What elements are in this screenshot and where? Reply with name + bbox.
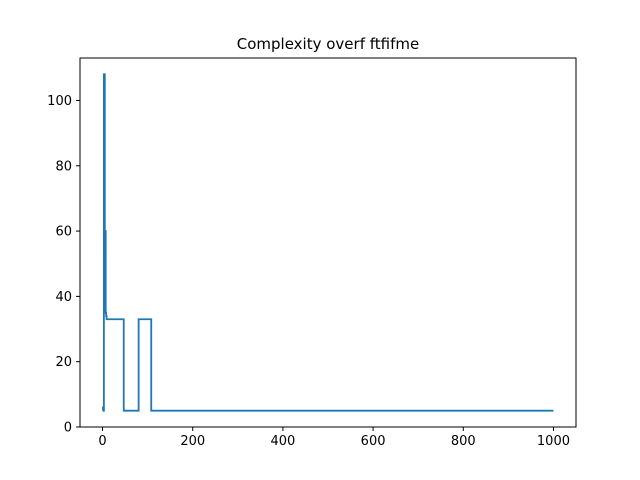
x-tick-label: 200 <box>180 434 205 449</box>
x-tick-label: 800 <box>451 434 476 449</box>
y-tick-label: 100 <box>47 94 72 109</box>
y-tick-label: 20 <box>55 355 72 370</box>
x-axis-ticks: 0 200 400 600 800 1000 <box>98 427 570 449</box>
y-tick-label: 60 <box>55 225 72 240</box>
chart-title: Complexity overf ftfifme <box>237 35 419 53</box>
series-layer <box>102 73 554 412</box>
y-axis-ticks: 0 20 40 60 80 100 <box>47 94 80 436</box>
y-tick-label: 80 <box>55 159 72 174</box>
series-line-0 <box>102 73 554 412</box>
x-tick-label: 600 <box>361 434 386 449</box>
y-tick-label: 0 <box>64 421 72 436</box>
x-tick-label: 0 <box>98 434 106 449</box>
x-tick-label: 1000 <box>537 434 570 449</box>
x-tick-label: 400 <box>270 434 295 449</box>
y-tick-label: 40 <box>55 290 72 305</box>
plot-frame <box>79 57 577 428</box>
